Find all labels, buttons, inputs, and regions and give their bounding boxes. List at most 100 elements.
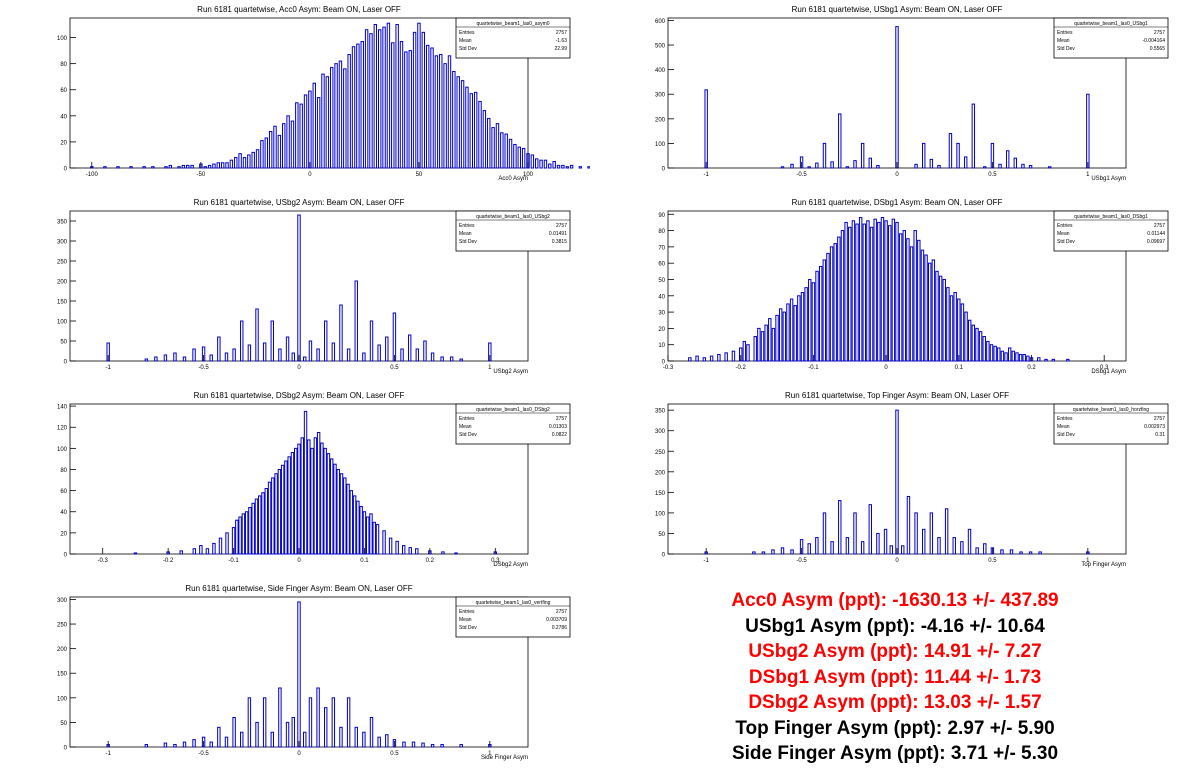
histogram-bin	[761, 551, 766, 555]
histogram-bin	[807, 543, 811, 555]
histogram-bin	[339, 304, 343, 362]
histogram-bin	[255, 308, 259, 362]
stats-value: 2757	[1154, 223, 1165, 229]
histogram-bin	[935, 270, 939, 362]
x-tick-label: -1	[703, 558, 709, 564]
histogram-bin	[216, 162, 221, 169]
y-tick-label: 200	[655, 470, 666, 476]
stats-value: 0.0822	[552, 432, 568, 438]
histogram-bin	[942, 278, 946, 362]
histogram-bin	[321, 73, 325, 169]
histogram-bin	[251, 502, 255, 555]
y-tick-label: 150	[57, 300, 68, 306]
x-tick-label: -100	[86, 172, 99, 178]
y-tick-label: 60	[658, 262, 665, 268]
histogram-panel-dsbg2: Run 6181 quartetwise, DSbg2 Asym: Beam O…	[0, 386, 590, 578]
histogram-bin	[307, 439, 311, 555]
x-tick-label: -0.5	[796, 172, 807, 178]
histogram-bin	[254, 498, 259, 555]
histogram-bin	[291, 352, 295, 362]
x-axis-label: DSbg2 Asym	[493, 562, 528, 568]
histogram-bin	[771, 327, 776, 362]
histogram-bin	[303, 94, 308, 169]
histogram-bin	[946, 287, 950, 362]
histogram-bin	[465, 86, 469, 169]
histogram-bin	[830, 541, 834, 555]
y-tick-label: 80	[658, 229, 665, 235]
histogram-bin	[364, 29, 369, 169]
histogram-bin	[333, 463, 337, 555]
histogram-bin	[508, 138, 513, 169]
stats-value: 2757	[1154, 30, 1165, 36]
x-tick-label: -0.2	[736, 365, 747, 371]
stats-label: Entries	[1057, 223, 1073, 229]
histogram-bin	[377, 344, 381, 362]
y-tick-label: 0	[662, 360, 666, 366]
histogram-bin	[207, 164, 212, 169]
stats-label: Entries	[459, 223, 475, 229]
histogram-bin	[297, 214, 301, 362]
histogram-bin	[782, 311, 787, 362]
histogram-bin	[218, 537, 223, 555]
x-tick-label: 0.1	[360, 558, 369, 564]
y-tick-label: 400	[655, 68, 666, 74]
histogram-bin	[291, 716, 295, 748]
histogram-bin	[173, 744, 177, 748]
histogram-bin	[986, 340, 990, 362]
histogram-bin	[408, 547, 412, 555]
histogram-bin	[818, 265, 823, 362]
histogram-bin	[1022, 353, 1026, 362]
histogram-bin	[978, 331, 983, 362]
histogram-bin	[359, 505, 363, 555]
x-tick-label: 1	[1086, 172, 1090, 178]
x-tick-label: -1	[703, 172, 709, 178]
histogram-bin	[205, 548, 210, 555]
histogram-bin	[876, 532, 880, 555]
y-tick-label: 40	[60, 114, 67, 120]
histogram-bin	[1018, 353, 1023, 362]
histogram-bin	[430, 352, 435, 362]
histogram-bin	[948, 133, 953, 169]
histogram-bin	[430, 744, 435, 748]
x-axis-label: DSbg1 Asym	[1091, 369, 1126, 375]
histogram-bin	[316, 97, 321, 169]
histogram-bin	[408, 50, 412, 169]
histogram-bin	[753, 336, 757, 362]
histogram-bin	[822, 259, 827, 362]
histogram-bin	[830, 161, 834, 169]
stats-label: Std Dev	[459, 432, 477, 438]
y-tick-label: 0	[64, 553, 68, 559]
y-tick-label: 600	[655, 19, 666, 25]
histogram-bin	[459, 358, 463, 362]
histogram-bin	[868, 504, 872, 555]
histogram-bin	[724, 352, 728, 362]
stats-name: quartetwise_beam1_las0_vertfing	[476, 600, 551, 606]
histogram-bin	[1038, 551, 1042, 555]
histogram-bin	[1000, 350, 1005, 362]
histogram-bin	[385, 336, 389, 362]
y-tick-label: 50	[60, 340, 67, 346]
histogram-bin	[325, 76, 330, 169]
histogram-bin	[838, 113, 842, 169]
histogram-bin	[362, 731, 366, 748]
histogram-bin	[807, 166, 811, 169]
histogram-bin	[261, 492, 265, 555]
y-tick-label: 140	[57, 405, 68, 411]
result-acc0: Acc0 Asym (ppt): -1630.13 +/- 437.89	[731, 590, 1059, 611]
histogram-bin	[331, 342, 336, 362]
y-tick-label: 30	[658, 311, 665, 317]
histogram-bin	[500, 132, 504, 169]
histogram-bin	[780, 166, 785, 169]
histogram-bin	[983, 543, 987, 555]
histogram-bin	[312, 82, 316, 169]
stats-label: Std Dev	[459, 239, 477, 245]
histogram-bin	[330, 458, 334, 555]
histogram-bin	[116, 166, 120, 169]
histogram-bin	[906, 495, 911, 555]
histogram-bin	[535, 158, 539, 169]
histogram-bin	[1005, 150, 1010, 169]
histogram-bin	[331, 697, 336, 748]
histogram-bin	[983, 166, 987, 169]
stats-label: Std Dev	[1057, 432, 1075, 438]
stats-label: Mean	[459, 38, 472, 44]
